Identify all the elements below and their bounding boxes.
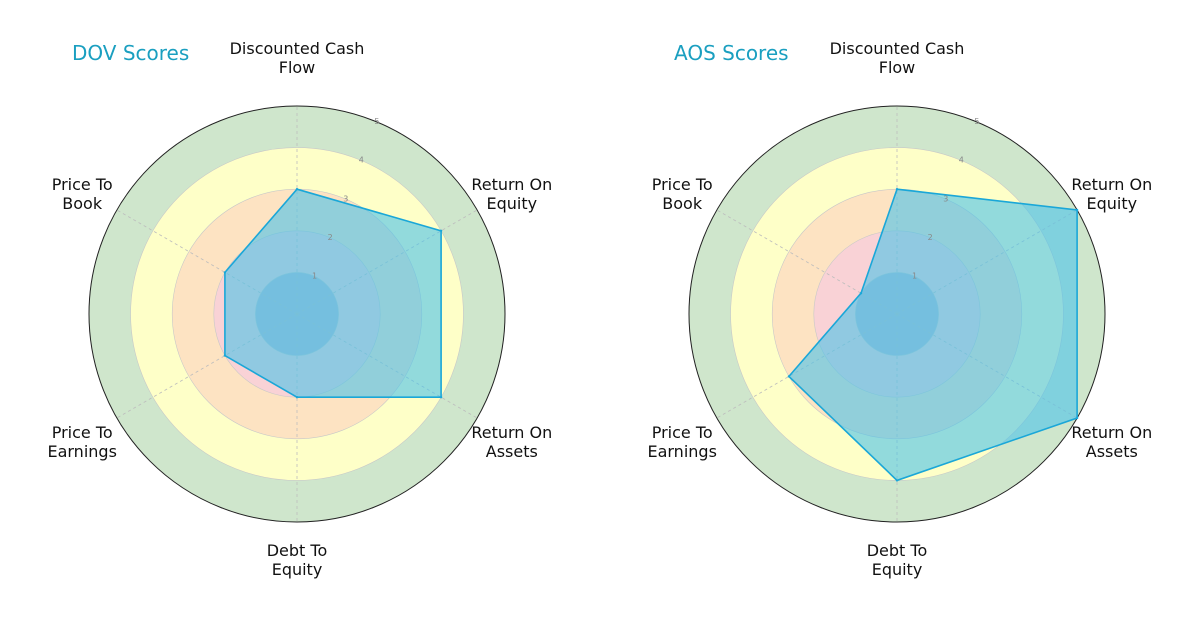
data-point-5 <box>787 375 791 378</box>
axis-label-line: Equity <box>487 194 538 213</box>
axis-label-line: Flow <box>879 58 916 77</box>
axis-label-3: Return On Assets <box>471 423 552 461</box>
data-point-1 <box>895 188 899 191</box>
axis-label-line: Assets <box>486 442 538 461</box>
grid-ring-4 <box>130 147 464 481</box>
axis-label-line: Return On <box>471 175 552 194</box>
axis-label-line: Flow <box>279 58 316 77</box>
axis-label-4: Debt To Equity <box>867 541 928 579</box>
axis-label-line: Equity <box>1087 194 1138 213</box>
axis-label-6: Price To Book <box>52 175 113 213</box>
r-tick-label: 2 <box>328 233 333 242</box>
axis-label-line: Book <box>662 194 703 213</box>
axis-label-line: Return On <box>1071 423 1152 442</box>
r-tick-label: 1 <box>912 271 917 280</box>
chart-title: DOV Scores <box>72 41 189 65</box>
axis-label-line: Debt To <box>867 541 928 560</box>
axis-label-line: Equity <box>872 560 923 579</box>
axis-label-3: Return On Assets <box>1071 423 1152 461</box>
outer-border <box>88 105 506 523</box>
data-point-3 <box>1075 416 1079 420</box>
axis-label-1: Discounted Cash Flow <box>230 39 365 77</box>
axis-label-line: Price To <box>52 175 113 194</box>
outer-border <box>688 105 1106 523</box>
spoke-6 <box>116 209 298 315</box>
r-tick-label: 2 <box>928 233 933 242</box>
axis-label-line: Earnings <box>47 442 116 461</box>
data-point-6 <box>223 271 227 274</box>
data-point-6 <box>859 292 863 295</box>
axis-label-2: Return On Equity <box>471 175 552 213</box>
axis-label-1: Discounted Cash Flow <box>830 39 965 77</box>
axis-label-2: Return On Equity <box>1071 175 1152 213</box>
axis-label-5: Price To Earnings <box>647 423 716 461</box>
axis-label-line: Return On <box>1071 175 1152 194</box>
data-point-2 <box>439 229 443 232</box>
axis-label-line: Price To <box>652 423 713 442</box>
axis-label-line: Earnings <box>647 442 716 461</box>
axis-label-line: Price To <box>52 423 113 442</box>
data-point-2 <box>1075 208 1079 212</box>
spoke-6 <box>716 209 898 315</box>
data-point-1 <box>295 188 299 191</box>
axis-label-line: Assets <box>1086 442 1138 461</box>
spoke-5 <box>116 313 298 419</box>
axis-label-line: Book <box>62 194 103 213</box>
axis-label-line: Equity <box>272 560 323 579</box>
r-tick-label: 3 <box>343 194 348 203</box>
axis-label-line: Debt To <box>267 541 328 560</box>
r-tick-label: 5 <box>974 117 979 126</box>
data-point-3 <box>439 396 443 399</box>
r-tick-label: 4 <box>359 156 364 165</box>
r-tick-label: 4 <box>959 156 964 165</box>
axis-label-line: Discounted Cash <box>230 39 365 58</box>
data-point-4 <box>895 479 899 482</box>
axis-label-line: Price To <box>652 175 713 194</box>
axis-label-5: Price To Earnings <box>47 423 116 461</box>
r-tick-label: 5 <box>374 117 379 126</box>
axis-label-line: Discounted Cash <box>830 39 965 58</box>
axis-label-4: Debt To Equity <box>267 541 328 579</box>
data-point-4 <box>295 396 299 399</box>
r-tick-label: 1 <box>312 271 317 280</box>
data-point-5 <box>223 354 227 357</box>
r-tick-label: 3 <box>943 194 948 203</box>
axis-label-6: Price To Book <box>652 175 713 213</box>
axis-label-line: Return On <box>471 423 552 442</box>
chart-title: AOS Scores <box>674 41 789 65</box>
